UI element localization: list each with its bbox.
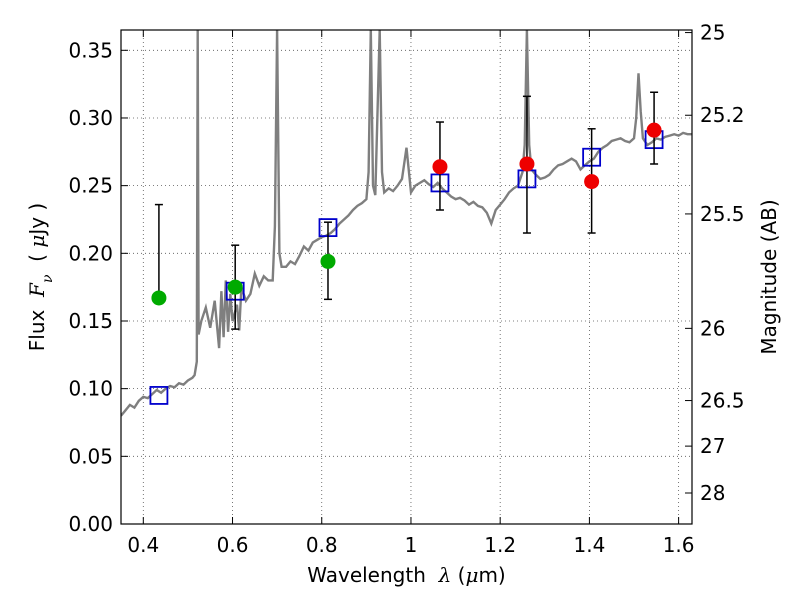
- observed-point-red: [432, 159, 448, 175]
- x-tick-label: 1.2: [484, 533, 516, 557]
- x-tick-label: 0.6: [217, 533, 249, 557]
- x-axis-label: Wavelength λ (μm): [307, 563, 506, 587]
- x-tick-label: 1.6: [663, 533, 695, 557]
- spectrum-line: [121, 30, 692, 417]
- y2-tick-label: 25: [700, 21, 725, 45]
- grid-lines: [121, 30, 692, 525]
- observed-point-red: [519, 156, 535, 172]
- y-tick-label: 0.20: [68, 241, 113, 265]
- observed-point-green: [227, 279, 243, 295]
- error-bars-layer: [154, 91, 659, 330]
- observed-point-red: [646, 122, 662, 138]
- y-tick-label: 0.25: [68, 174, 113, 198]
- right-axis-label: Magnitude (AB): [757, 199, 781, 354]
- y2-tick-label: 26.5: [700, 389, 745, 413]
- y-tick-label: 0.35: [68, 38, 113, 62]
- observed-points-layer: [151, 122, 662, 306]
- observed-point-green: [151, 290, 167, 306]
- x-tick-label: 1: [405, 533, 418, 557]
- x-tick-label: 0.4: [127, 533, 159, 557]
- y-tick-label: 0.10: [68, 377, 113, 401]
- model-spectrum: [121, 30, 692, 417]
- y2-tick-label: 28: [700, 481, 725, 505]
- model-photometry-box: [149, 386, 169, 405]
- y2-tick-label: 27: [700, 434, 725, 458]
- y-axis-label: Flux Fν ( μJy ): [25, 203, 56, 351]
- axis-ticks: 0.4 0.6 0.8 1 1.2 1.4 1.6 0.00 0.05 0.10 0.15 0.20 0…: [68, 21, 744, 557]
- y-tick-label: 0.30: [68, 106, 113, 130]
- y2-tick-label: 25.2: [700, 103, 745, 127]
- plot-frame: [120, 29, 693, 525]
- observed-point-green: [320, 253, 336, 269]
- y-tick-label: 0.05: [68, 444, 113, 468]
- model-photometry-layer: [149, 130, 664, 405]
- y2-tick-label: 25.5: [700, 202, 745, 226]
- x-tick-label: 1.4: [573, 533, 605, 557]
- y-tick-label: 0.00: [68, 512, 113, 536]
- y-tick-label: 0.15: [68, 309, 113, 333]
- x-tick-label: 0.8: [306, 533, 338, 557]
- observed-point-red: [584, 174, 600, 190]
- y2-tick-label: 26: [700, 316, 725, 340]
